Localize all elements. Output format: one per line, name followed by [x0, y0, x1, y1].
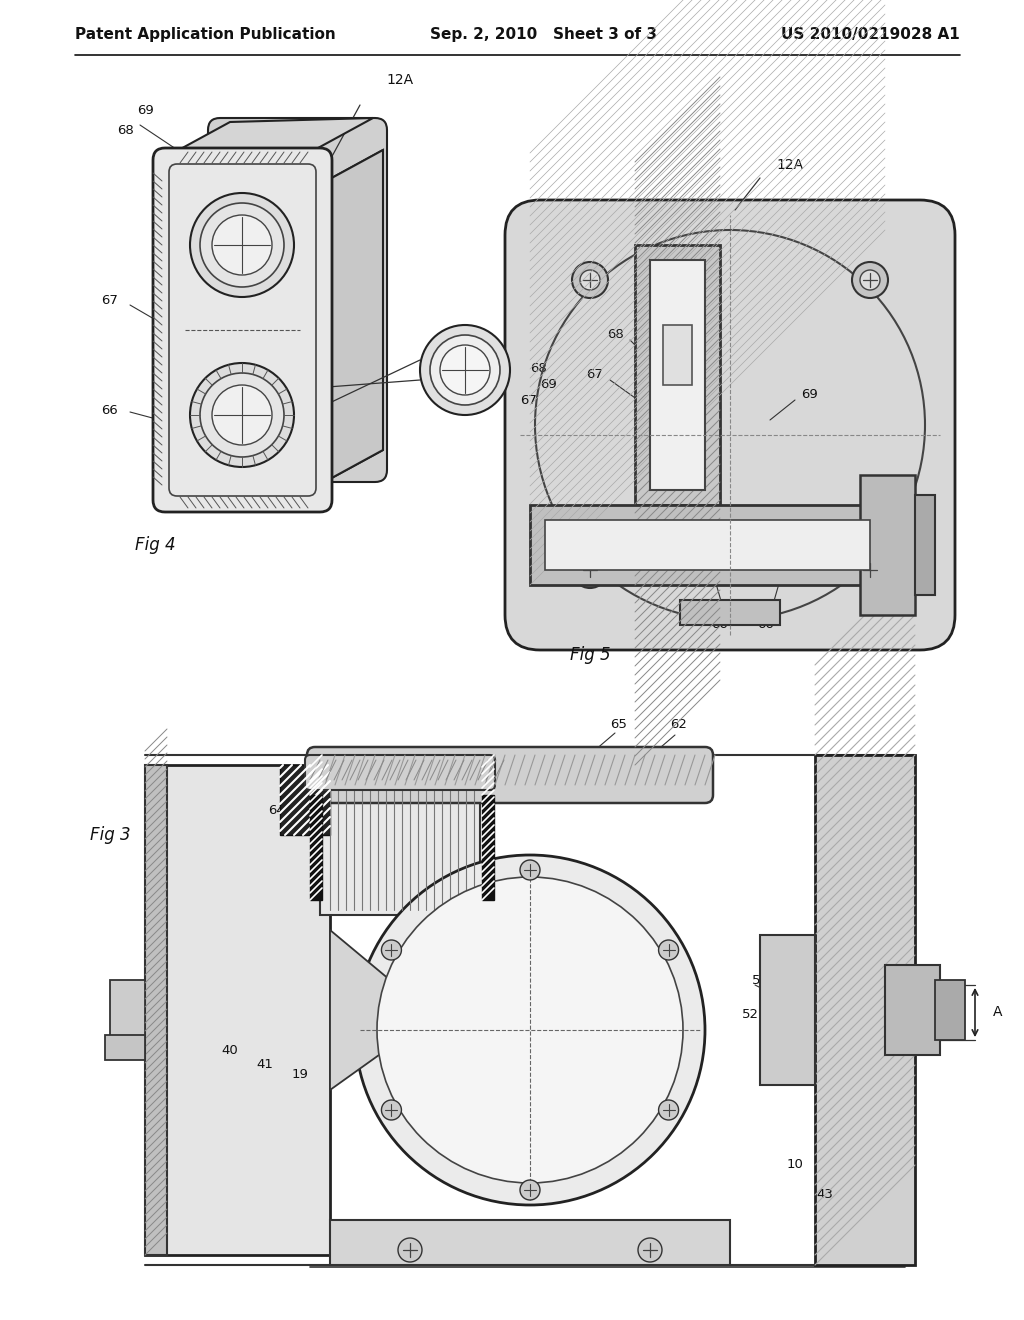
Text: Fig 4: Fig 4 — [135, 536, 176, 554]
Text: 67: 67 — [587, 368, 603, 381]
Text: 63: 63 — [288, 793, 305, 807]
Circle shape — [212, 215, 272, 275]
Circle shape — [381, 1100, 401, 1119]
Text: 52: 52 — [741, 1008, 759, 1022]
Bar — [635, 246, 720, 506]
Text: A: A — [993, 1006, 1002, 1019]
Text: 43: 43 — [816, 1188, 834, 1201]
Circle shape — [658, 940, 679, 960]
Circle shape — [377, 876, 683, 1183]
Circle shape — [200, 203, 284, 286]
Circle shape — [852, 552, 888, 587]
FancyBboxPatch shape — [305, 755, 495, 789]
Text: 51: 51 — [752, 974, 768, 986]
Circle shape — [658, 1100, 679, 1119]
Circle shape — [860, 560, 880, 579]
Text: 62: 62 — [670, 718, 687, 731]
Circle shape — [212, 385, 272, 445]
Bar — [663, 325, 692, 385]
Circle shape — [520, 1180, 540, 1200]
Bar — [915, 495, 935, 595]
Text: 67: 67 — [520, 393, 537, 407]
Bar — [310, 795, 322, 900]
Bar — [482, 795, 494, 900]
Text: 19: 19 — [292, 1068, 308, 1081]
Text: 69: 69 — [136, 103, 154, 116]
Circle shape — [190, 363, 294, 467]
Text: 65: 65 — [610, 718, 627, 731]
Circle shape — [860, 271, 880, 290]
FancyBboxPatch shape — [153, 148, 332, 512]
Text: 66: 66 — [101, 404, 119, 417]
Text: 67: 67 — [101, 293, 119, 306]
Bar — [145, 766, 167, 1255]
Text: 10: 10 — [786, 1159, 804, 1172]
Text: 66: 66 — [712, 619, 728, 631]
Text: 12A: 12A — [776, 158, 804, 172]
Bar — [545, 520, 870, 570]
Bar — [105, 1035, 145, 1060]
Circle shape — [420, 325, 510, 414]
Bar — [280, 766, 330, 836]
Text: 69: 69 — [802, 388, 818, 401]
FancyBboxPatch shape — [307, 747, 713, 803]
Bar — [885, 965, 940, 1055]
Bar — [680, 601, 780, 624]
Text: 41: 41 — [257, 1059, 273, 1072]
Circle shape — [355, 855, 705, 1205]
Circle shape — [430, 335, 500, 405]
Text: 40: 40 — [221, 1044, 239, 1056]
Circle shape — [398, 1238, 422, 1262]
Text: Fig 5: Fig 5 — [570, 645, 610, 664]
Polygon shape — [330, 931, 400, 1090]
Circle shape — [190, 193, 294, 297]
Text: Sep. 2, 2010   Sheet 3 of 3: Sep. 2, 2010 Sheet 3 of 3 — [430, 28, 657, 42]
Circle shape — [638, 1238, 662, 1262]
Circle shape — [852, 261, 888, 298]
Bar — [650, 260, 705, 490]
Text: 68: 68 — [117, 124, 133, 136]
Circle shape — [572, 552, 608, 587]
Text: 12A: 12A — [386, 73, 414, 87]
Bar — [815, 755, 915, 1265]
Bar — [530, 506, 885, 585]
Text: 68: 68 — [530, 362, 547, 375]
Polygon shape — [175, 117, 373, 152]
Circle shape — [580, 560, 600, 579]
Bar — [330, 1220, 730, 1265]
FancyBboxPatch shape — [208, 117, 387, 482]
FancyBboxPatch shape — [110, 979, 145, 1040]
Text: Fig 3: Fig 3 — [90, 826, 131, 843]
Circle shape — [440, 345, 490, 395]
Bar — [760, 935, 815, 1085]
Text: 66: 66 — [757, 619, 773, 631]
Text: 69: 69 — [540, 379, 557, 392]
Bar — [145, 766, 330, 1255]
Text: Patent Application Publication: Patent Application Publication — [75, 28, 336, 42]
Bar — [860, 475, 915, 615]
Circle shape — [381, 940, 401, 960]
Text: US 2010/0219028 A1: US 2010/0219028 A1 — [781, 28, 961, 42]
Circle shape — [520, 861, 540, 880]
Circle shape — [572, 261, 608, 298]
Circle shape — [200, 374, 284, 457]
Circle shape — [580, 271, 600, 290]
Polygon shape — [328, 150, 383, 480]
FancyBboxPatch shape — [505, 201, 955, 649]
Text: 64: 64 — [268, 804, 285, 817]
Text: 68: 68 — [606, 329, 624, 342]
Bar — [319, 780, 480, 915]
Bar — [935, 979, 965, 1040]
